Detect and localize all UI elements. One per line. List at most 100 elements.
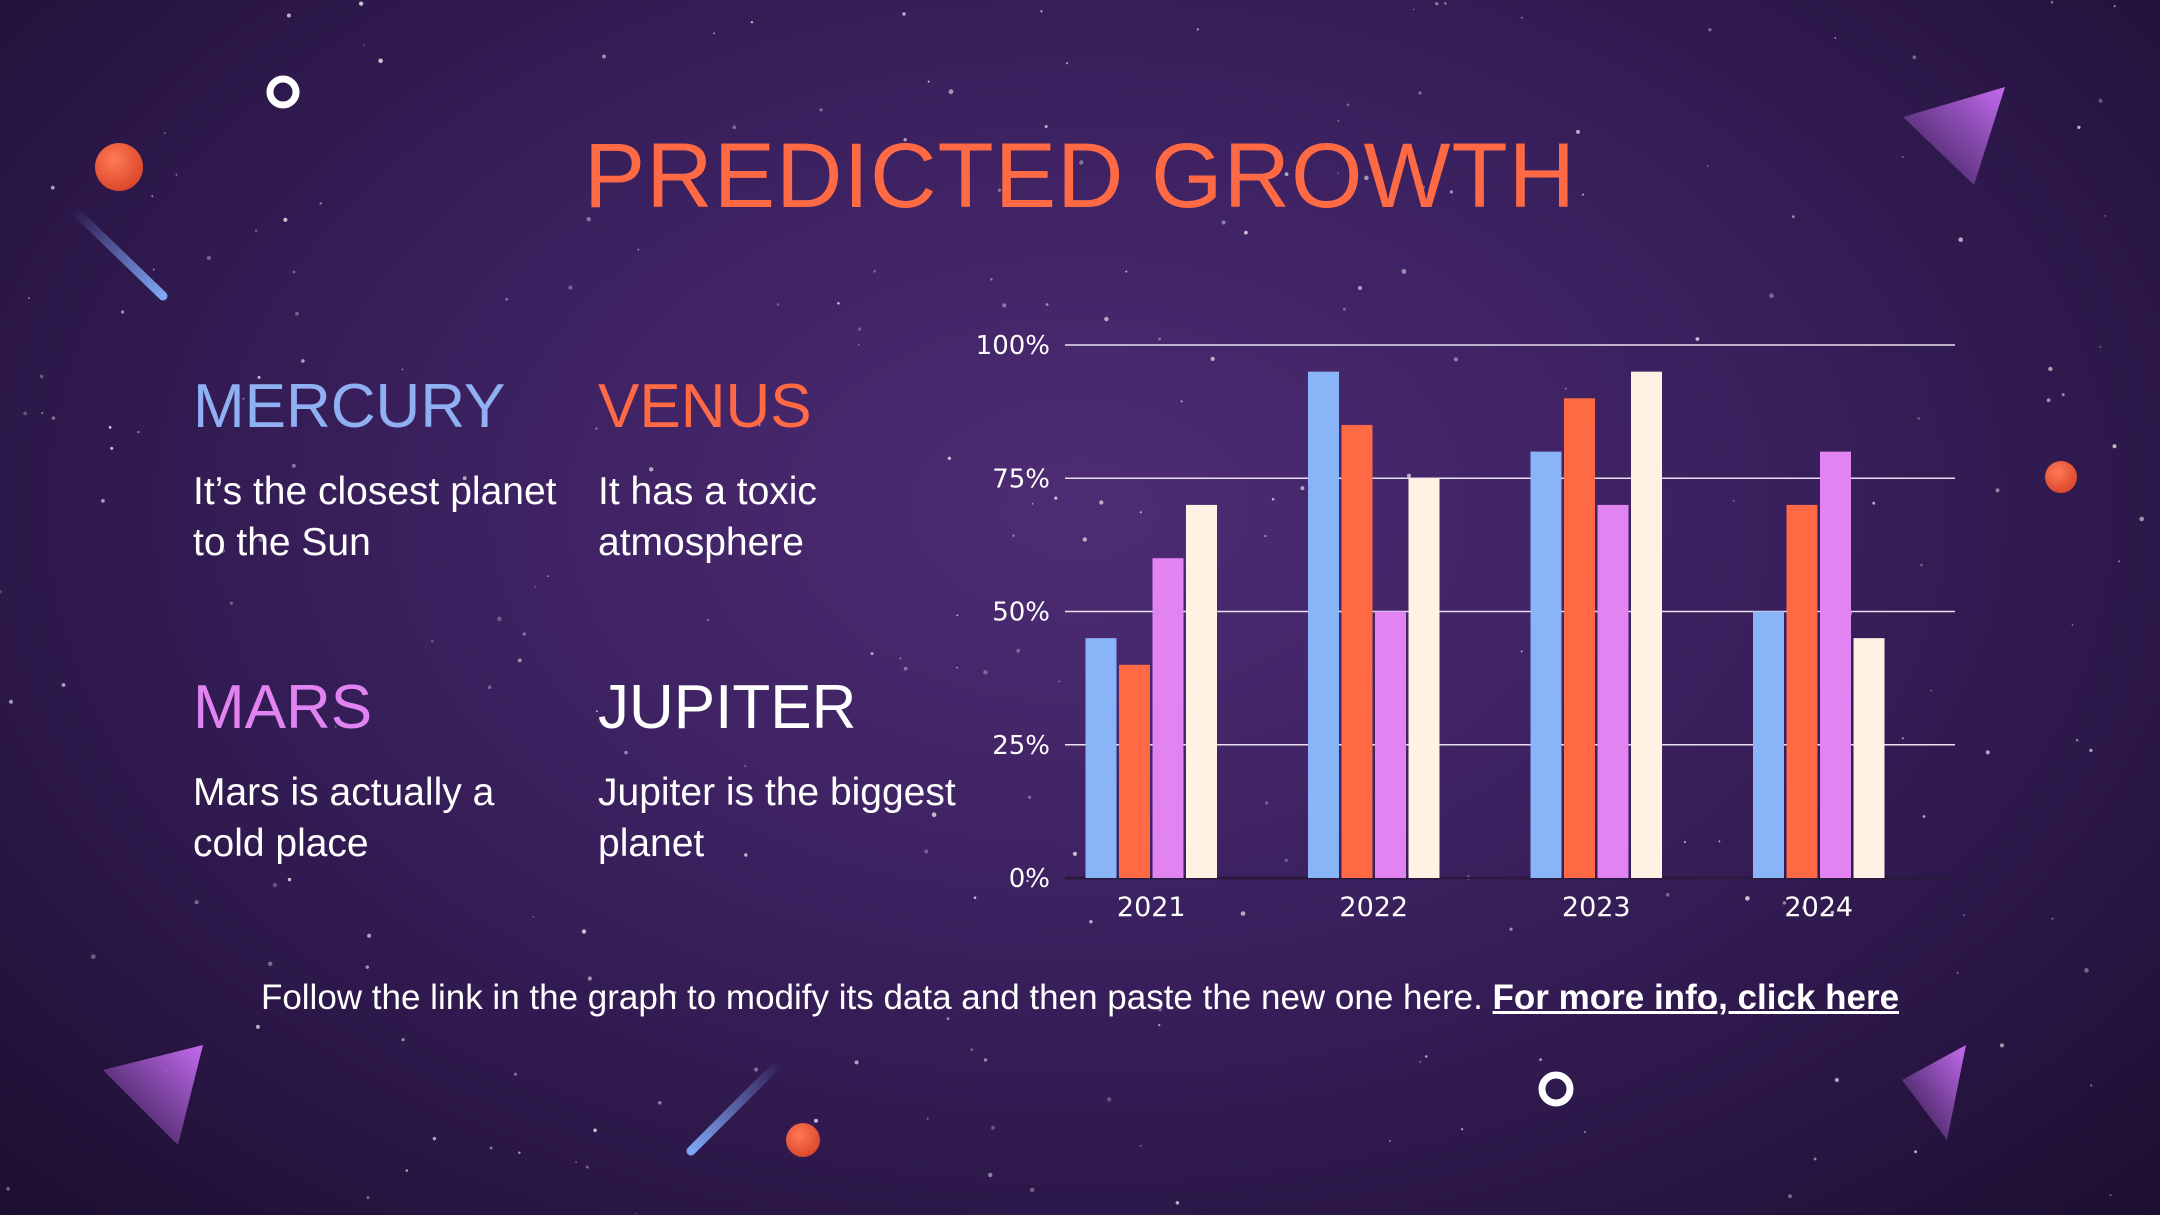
- star-dot: [206, 255, 211, 260]
- star-dot: [988, 1172, 993, 1178]
- star-dot: [1706, 164, 1709, 168]
- star-dot: [1082, 537, 1088, 542]
- star-dot: [758, 424, 761, 427]
- star-dot: [1002, 303, 1007, 308]
- slide-title: PREDICTED GROWTH: [583, 125, 1577, 227]
- star-dot: [295, 311, 299, 316]
- star-dot: [587, 976, 592, 981]
- star-dot: [927, 80, 930, 83]
- star-dot: [1962, 914, 1965, 917]
- star-dot: [990, 278, 993, 281]
- star-dot: [1788, 1194, 1792, 1199]
- star-dot: [707, 619, 709, 621]
- streak-icon: [686, 1057, 785, 1156]
- star-dot: [2071, 624, 2074, 626]
- star-dot: [997, 188, 1002, 192]
- star-dot: [657, 1101, 662, 1105]
- star-dot: [1210, 356, 1215, 361]
- star-dot: [777, 303, 780, 306]
- star-dot: [1284, 172, 1289, 177]
- star-dot: [2099, 345, 2102, 348]
- star-dot: [1044, 125, 1048, 128]
- star-dot: [2090, 1084, 2093, 1087]
- star-dot: [1401, 269, 1407, 274]
- star-dot: [1435, 2, 1439, 6]
- star-dot: [1158, 1007, 1163, 1012]
- star-dot: [2113, 5, 2116, 8]
- star-dot: [1264, 535, 1267, 537]
- star-dot: [1564, 387, 1567, 390]
- star-dot: [899, 657, 902, 660]
- star-dot: [631, 149, 634, 152]
- star-dot: [1158, 1023, 1161, 1027]
- star-dot: [1058, 680, 1061, 683]
- star-dot: [487, 685, 492, 689]
- star-dot: [1782, 901, 1786, 905]
- star-dot: [870, 652, 874, 655]
- chart-bar: [1375, 611, 1406, 878]
- chart-bar: [1631, 371, 1662, 878]
- star-dot: [947, 456, 952, 460]
- star-dot: [366, 1196, 370, 1199]
- star-dot: [568, 285, 573, 290]
- star-dot: [137, 430, 140, 434]
- y-tick-label: 25%: [992, 731, 1050, 761]
- star-dot: [750, 21, 754, 24]
- star-dot: [1985, 750, 1990, 755]
- star-dot: [2048, 366, 2053, 372]
- star-dot: [513, 1072, 518, 1076]
- star-dot: [1665, 892, 1670, 897]
- star-dot: [1016, 648, 1021, 653]
- star-dot: [593, 1128, 597, 1133]
- star-dot: [1901, 156, 1904, 158]
- ring-icon: [1538, 1071, 1574, 1107]
- star-dot: [39, 374, 44, 379]
- star-dot: [291, 463, 296, 468]
- star-dot: [814, 1118, 818, 1123]
- x-tick-label: 2024: [1784, 892, 1853, 923]
- star-dot: [1346, 103, 1350, 107]
- star-dot: [2089, 748, 2093, 753]
- chart-bar: [1786, 504, 1818, 878]
- star-dot: [1419, 1060, 1422, 1063]
- star-dot: [2112, 444, 2117, 449]
- chart-bar: [1341, 424, 1373, 878]
- star-dot: [1412, 8, 1415, 11]
- triangle-icon: [103, 1045, 203, 1145]
- star-dot: [61, 683, 66, 687]
- star-dot: [152, 268, 155, 271]
- star-dot: [581, 929, 587, 934]
- star-dot: [926, 1117, 929, 1120]
- triangle-icon: [1903, 87, 2005, 185]
- star-dot: [1139, 1145, 1142, 1147]
- star-dot: [649, 467, 654, 472]
- star-dot: [2139, 516, 2144, 522]
- star-dot: [1584, 1131, 1586, 1133]
- more-info-link[interactable]: For more info, click here: [1492, 978, 1900, 1017]
- star-dot: [0, 590, 2, 594]
- star-dot: [1139, 511, 1142, 514]
- star-dot: [1802, 905, 1806, 910]
- star-dot: [462, 476, 467, 481]
- chart-bar: [1308, 371, 1339, 878]
- star-dot: [2098, 98, 2103, 103]
- planet-name-venus: VENUS: [598, 372, 812, 441]
- chart-bar: [1597, 504, 1629, 878]
- star-dot: [1030, 994, 1034, 998]
- star-dot: [931, 812, 937, 817]
- star-dot: [1872, 501, 1876, 505]
- star-dot: [2046, 398, 2051, 403]
- x-tick-label: 2023: [1562, 892, 1631, 923]
- star-dot: [497, 616, 502, 622]
- star-dot: [534, 585, 537, 588]
- star-dot: [2061, 393, 2065, 397]
- star-dot: [292, 270, 296, 274]
- star-dot: [1342, 307, 1346, 311]
- star-dot: [1920, 563, 1923, 567]
- star-dot: [1769, 293, 1774, 299]
- star-dot: [1830, 910, 1835, 915]
- planet-ball-icon: [786, 1123, 820, 1157]
- star-dot: [1284, 858, 1288, 862]
- star-dot: [902, 12, 906, 16]
